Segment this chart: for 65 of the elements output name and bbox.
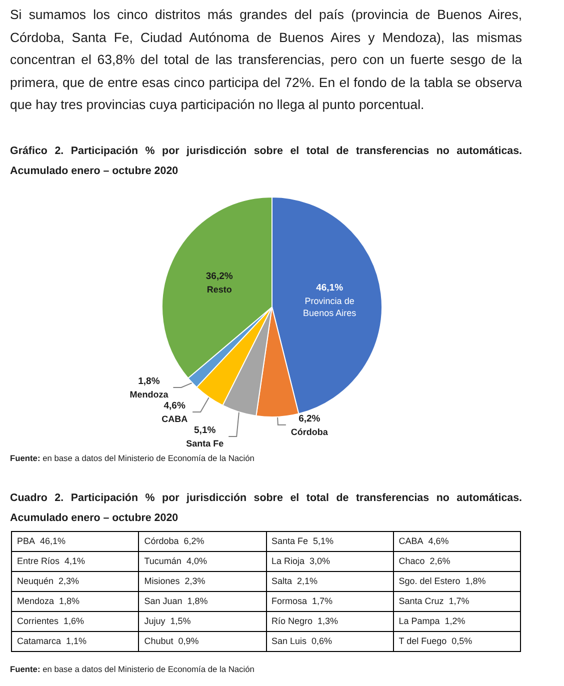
category-label: Río Negro <box>272 616 313 626</box>
source-note: Fuente: en base a datos del Ministerio de Economía de la Nación <box>10 664 256 675</box>
data-label: 4,6% <box>428 536 449 546</box>
data-label: 1,5% <box>170 616 191 626</box>
data-label: 36,2% <box>206 271 234 282</box>
category-label: Jujuy <box>144 616 166 626</box>
slice-label: Santa Fe <box>186 438 224 448</box>
data-label: 1,7% <box>448 596 470 606</box>
data-label: 4,0% <box>186 556 207 566</box>
category-label: Santa Fe <box>272 536 308 546</box>
data-label: 2,3% <box>58 576 80 586</box>
data-label: 4,6% <box>164 400 186 412</box>
slice-label: Resto <box>206 284 232 295</box>
category-label: Misiones <box>144 576 180 586</box>
data-label: 3,0% <box>310 556 330 566</box>
data-label: 0,9% <box>178 636 199 646</box>
category-label: Formosa <box>272 596 308 606</box>
slice-label: CABA <box>162 414 188 424</box>
text: Cuadro 2. Participación % por jurisdicción sobre el total de transferencias no automáticas. Acumulado enero – octubre 2020 <box>10 490 522 526</box>
data-label: 4,1% <box>64 556 86 566</box>
source-note: Fuente: en base a datos del Ministerio de Economía de la Nación <box>10 452 256 464</box>
category-label: Tucumán <box>144 556 182 566</box>
chart-title: Gráfico 2. Participación % por jurisdicción sobre el total de transferencias no automáticas. Acumulado enero – octubre 2020 <box>10 144 522 179</box>
data-label: 2,3% <box>184 576 206 586</box>
category-label: Sgo. del Estero <box>398 576 460 586</box>
data-label: 1,2% <box>444 616 466 626</box>
data-label: 2,1% <box>297 576 318 586</box>
data-label: 1,8% <box>187 596 208 606</box>
data-label: 5,1% <box>313 536 334 546</box>
category-label: San Juan <box>144 596 182 606</box>
data-label: 6,2% <box>184 536 204 546</box>
data-label: 46,1% <box>316 282 344 294</box>
category-label: Chubut <box>144 636 174 646</box>
category-label: Mendoza <box>17 596 54 606</box>
category-label: CABA <box>398 536 424 546</box>
category-label: T del Fuego <box>398 636 447 646</box>
data-label: 2,6% <box>430 556 450 566</box>
data-label: 1,8% <box>465 576 486 586</box>
category-label: La Pampa <box>398 616 440 626</box>
data-label: 5,1% <box>194 424 216 436</box>
slice-label: Córdoba <box>290 426 329 437</box>
data-label: 6,2% <box>298 413 321 424</box>
data-label: 1,1% <box>66 636 87 646</box>
category-label: La Rioja <box>272 556 305 566</box>
category-label: Entre Ríos <box>17 556 60 566</box>
data-label: 1,6% <box>64 616 84 626</box>
data-label: 0,6% <box>312 636 332 646</box>
category-label: Santa Cruz <box>398 596 444 606</box>
data-label: 1,3% <box>318 616 338 626</box>
category-label: Córdoba <box>144 536 179 546</box>
data-label: 0,5% <box>452 636 472 646</box>
slice-label: Mendoza <box>130 389 170 400</box>
data-label: 1,8% <box>59 596 80 606</box>
category-label: Catamarca <box>17 636 62 646</box>
category-label: Corrientes <box>17 616 59 626</box>
data-label: 46,1% <box>40 536 66 546</box>
category-label: Salta <box>272 576 292 586</box>
category-label: Neuquén <box>17 576 54 586</box>
category-label: Chaco <box>398 556 425 566</box>
data-label: 1,8% <box>138 376 160 387</box>
text: Si sumamos los cinco distritos más grandes del país (provincia de Buenos Aires, Córdoba, Santa Fe, Ciudad Autónoma de Buenos Aires y Mendoza), las mismas concentran el 63,8% del total de las transferencias, pero con un fuerte sesgo de la primera, que de entre esas cinco participa del 72%. En el fondo de la tabla se observa que hay tres provincias cuya participación no llega al punto porcentual. <box>10 6 522 114</box>
category-label: PBA <box>17 536 36 546</box>
category-label: San Luis <box>272 636 307 646</box>
slice-label: Provincia de Buenos Aires <box>303 296 357 318</box>
data-label: 1,7% <box>312 596 333 606</box>
